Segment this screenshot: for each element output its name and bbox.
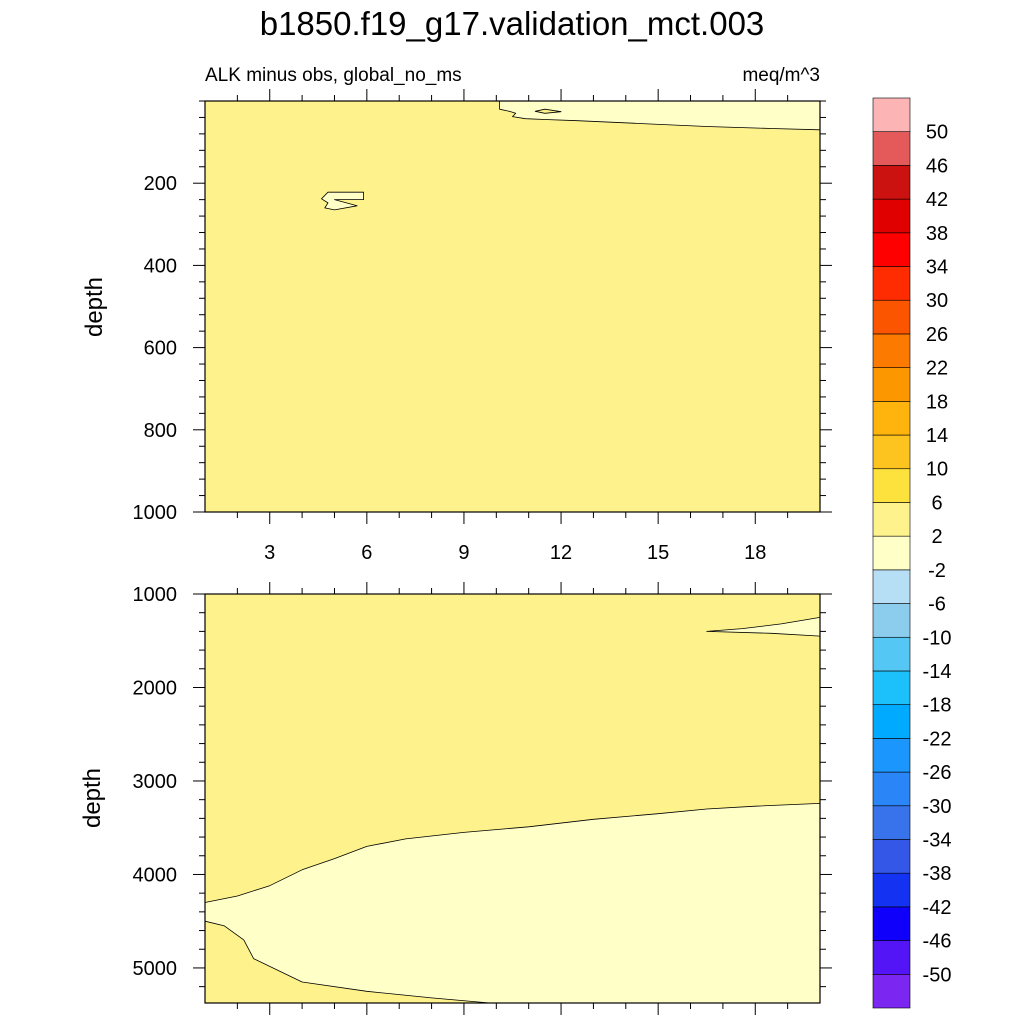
colorbar-label: -2 (928, 560, 946, 582)
colorbar-label: 50 (926, 122, 948, 144)
upper-contour-region-1 (534, 108, 562, 114)
lower-y-axis-label: depth (79, 768, 106, 828)
upper-y-axis-label: depth (81, 277, 108, 337)
upper-x-tick-label: 18 (744, 542, 766, 564)
colorbar-label: 42 (926, 189, 948, 211)
colorbar-swatch (872, 805, 911, 840)
colorbar-swatch (872, 165, 911, 200)
colorbar-swatch (872, 940, 911, 975)
lower-y-tick-label: 3000 (133, 771, 178, 793)
colorbar-swatch (872, 973, 911, 1009)
colorbar-swatch (872, 401, 911, 436)
colorbar-swatch (872, 468, 911, 503)
colorbar-label: -14 (923, 661, 952, 683)
colorbar-swatch (872, 131, 911, 166)
colorbar-label: -42 (923, 897, 952, 919)
colorbar-swatch (872, 636, 911, 672)
upper-y-tick-label: 600 (144, 338, 177, 360)
upper-y-tick-label: 1000 (133, 502, 178, 524)
colorbar-label: 2 (931, 526, 942, 548)
colorbar-swatch (872, 535, 911, 571)
lower-y-axis: 1000 2000 3000 4000 5000 (133, 584, 832, 988)
colorbar-swatch (872, 299, 911, 335)
colorbar-swatch (872, 839, 911, 874)
lower-y-tick-label: 2000 (133, 677, 178, 699)
colorbar-swatch (872, 502, 911, 537)
colorbar-swatch (872, 603, 911, 638)
colorbar-label: -10 (923, 627, 952, 649)
colorbar-swatch (872, 266, 911, 301)
upper-units-label: meq/m^3 (742, 65, 820, 86)
upper-contour-region-2 (321, 191, 365, 211)
colorbar-label: -46 (923, 931, 952, 953)
colorbar-label: 10 (926, 459, 948, 481)
upper-y-tick-label: 800 (144, 420, 177, 442)
colorbar-label: -6 (928, 594, 946, 616)
upper-background-fill (205, 101, 820, 512)
colorbar-swatch (872, 771, 911, 807)
lower-y-tick-label: 4000 (133, 864, 178, 886)
upper-y-axis: 200 400 600 800 1000 (133, 100, 832, 524)
upper-panel: ALK minus obs, global_no_ms meq/m^3 dept… (81, 65, 832, 564)
colorbar-label: -38 (923, 863, 952, 885)
colorbar-label: -30 (923, 796, 952, 818)
upper-x-tick-label: 3 (264, 542, 275, 564)
upper-y-tick-label: 400 (144, 255, 177, 277)
colorbar-label: 46 (926, 155, 948, 177)
colorbar-label: -50 (923, 964, 952, 986)
upper-x-tick-label: 6 (361, 542, 372, 564)
lower-panel: depth 1000 2000 3000 4000 5000 (79, 582, 832, 1015)
colorbar-label: 18 (926, 391, 948, 413)
lower-x-axis (236, 582, 789, 1015)
upper-variable-label: ALK minus obs, global_no_ms (205, 65, 462, 86)
colorbar-swatch (872, 333, 911, 368)
upper-x-axis: 3 6 9 12 15 18 (236, 89, 789, 564)
colorbar-swatch (872, 198, 911, 234)
colorbar-swatch (872, 434, 911, 470)
colorbar-label: 30 (926, 290, 948, 312)
upper-x-tick-label: 12 (550, 542, 572, 564)
colorbar-label: 38 (926, 223, 948, 245)
colorbar-swatch (872, 367, 911, 402)
colorbar-swatch (872, 97, 911, 133)
colorbar-label: -22 (923, 728, 952, 750)
lower-plot-frame (204, 593, 821, 1004)
colorbar-label: -34 (923, 829, 952, 851)
colorbar-swatch (872, 738, 911, 773)
colorbar-label: -18 (923, 695, 952, 717)
lower-contour-region-0 (204, 803, 821, 1004)
colorbar-label: -26 (923, 762, 952, 784)
colorbar-swatch (872, 569, 911, 604)
upper-x-tick-label: 15 (647, 542, 669, 564)
colorbar-swatch (872, 872, 911, 908)
colorbar-label: 6 (931, 492, 942, 514)
colorbar-swatch (872, 232, 911, 267)
colorbar-swatch (872, 906, 911, 941)
lower-y-tick-label: 5000 (133, 958, 178, 980)
colorbar-label: 22 (926, 358, 948, 380)
upper-x-tick-label: 9 (458, 542, 469, 564)
colorbar-swatch (872, 670, 911, 705)
colorbar-label: 34 (926, 257, 948, 279)
lower-y-tick-label: 1000 (133, 584, 178, 606)
colorbar-label: 26 (926, 324, 948, 346)
colorbar: -50-46-42-38-34-30-26-22-18-14-10-6-2261… (872, 97, 952, 1009)
upper-plot-frame (204, 100, 821, 513)
colorbar-swatch (872, 704, 911, 739)
chart-title: b1850.f19_g17.validation_mct.003 (260, 5, 765, 42)
colorbar-label: 14 (926, 425, 948, 447)
upper-y-tick-label: 200 (144, 173, 177, 195)
